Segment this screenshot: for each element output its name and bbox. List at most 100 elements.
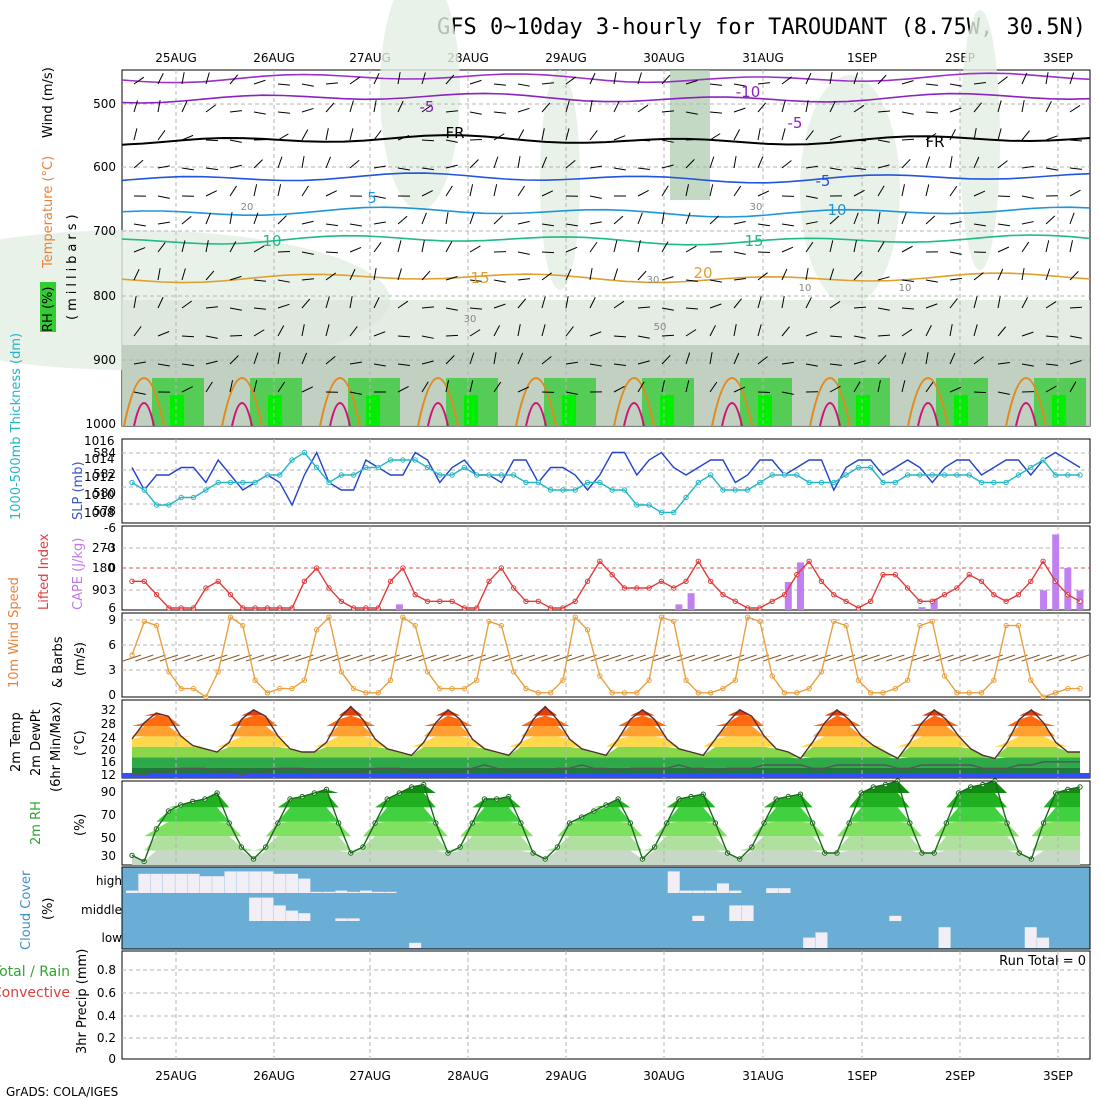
wind-barb [877,241,885,253]
wind-barb [1021,72,1028,85]
wind-barb [685,212,691,225]
wind-barb [829,167,842,171]
wind-barb [229,212,233,225]
date-label: 25AUG [155,51,197,65]
wind-barb [685,245,697,253]
tick-label: 90 [92,583,107,597]
surface-barb [159,654,179,662]
wind-barb [157,73,164,85]
wind-barb [733,386,746,393]
tick-label: 0.8 [97,963,116,977]
wind-barb [325,356,336,365]
wind-barb [805,195,818,199]
wind-barb [325,82,338,85]
wind-barb [685,380,690,393]
wind-barb [493,352,497,365]
cloud-cell [729,905,742,921]
wind-barb [301,220,314,225]
wind-barb [709,83,722,86]
slp-thickness-panel: 584 582 580 578 1016 1014 1012 1010 1008 1000-50… [9,333,1091,524]
date-label: 31AUG [742,51,784,65]
wind-barb [949,129,956,141]
wind-barb [1021,100,1025,113]
wind-barb [157,363,170,367]
wind-barb [1069,271,1079,281]
cape-bar [930,598,938,610]
wind-barb [253,212,259,225]
wind-barb [829,240,834,253]
wind-barb [997,326,1007,337]
wind-barb [1045,101,1052,113]
wind-barb [517,129,525,141]
wind-barb [517,278,530,281]
temp-band [132,736,1080,747]
tick-label: -3 [104,541,116,555]
precip-panel: 0.8 0.6 0.4 0.2 0 Run Total = 0 Total / Rain… [0,949,1091,1066]
wind-barb [805,268,809,281]
wind-barb [469,159,479,169]
tick-label: 1008 [84,506,115,520]
wind-barb [781,100,786,113]
wind-barb [229,110,242,113]
wind-barb [589,165,602,169]
wind-barb [901,245,913,253]
wind-barb [589,221,602,225]
wind-barb [493,381,502,393]
wind-barb [589,331,602,337]
wind-barb [637,240,641,253]
cape-bar [675,604,683,610]
wind-barb [541,324,546,337]
surface-barb [750,654,770,662]
wind-barb [157,100,161,113]
wind-barb [757,272,768,281]
wind-barb [349,361,362,365]
date-label: 26AUG [253,51,295,65]
wind-barb [613,268,619,281]
wind-barb [613,135,626,141]
wind-barb [133,247,146,253]
wind-barb [901,307,915,310]
wind-barb [541,356,552,365]
wind-barb [829,101,836,113]
wind-barb [949,221,962,225]
wind-barb [757,128,761,141]
cape-li-panel: -6 -3 0 3 6 270 180 90 Lifted Index CAPE (J/kg) [37,521,1091,615]
surface-barb [455,654,474,662]
surface-barb [196,654,216,662]
wind-barb [877,164,890,169]
wind-barb [1021,363,1034,367]
rh-shading [0,0,1090,426]
wind-barb [733,352,740,365]
wind-barb [445,164,458,169]
wind-barb [1021,195,1034,199]
wind-barb [613,363,626,366]
wind-barb [757,296,762,309]
contour-label: FR [445,124,464,142]
wind-barb [541,296,546,309]
wind-barb [709,352,713,365]
wind-barb [325,324,330,337]
surface-barb [812,654,831,662]
surface-barb [1058,654,1077,662]
wind-barb [637,335,650,339]
tick-label: 3 [108,663,116,677]
wind-barb [949,83,962,87]
wind-barb [661,380,665,393]
wind-barb [1045,135,1058,141]
wind-barb [421,167,434,171]
wind-barb [661,276,674,281]
cloud-cell [187,873,200,893]
rh-cell [954,395,968,426]
cloud-cell [249,897,262,921]
wind-barb [685,307,698,310]
wind-barb [589,363,602,367]
wind-barb [205,190,218,197]
wind-barb [949,251,962,255]
wind-barb [925,83,938,86]
wind-barb [349,223,362,227]
wind-barb [949,386,962,393]
date-label: 29AUG [545,51,587,65]
wind-barb [517,156,521,169]
cloud-cell [138,873,151,893]
rh-band [132,793,1080,808]
